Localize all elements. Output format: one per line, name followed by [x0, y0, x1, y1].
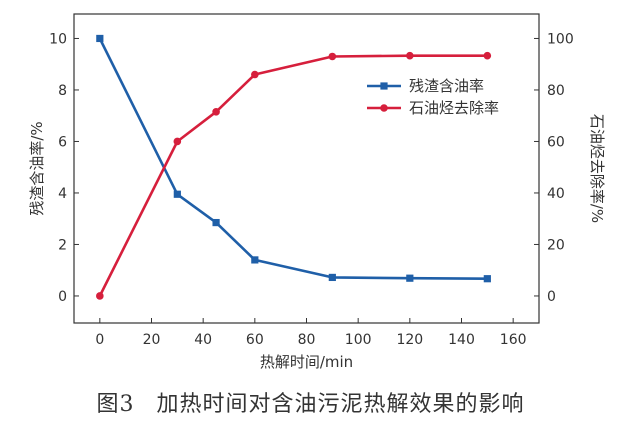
data-point-circle	[212, 108, 220, 116]
data-point-circle	[96, 292, 104, 300]
data-point-circle	[328, 52, 337, 61]
y-left-tick-label: 8	[58, 83, 67, 99]
y-left-tick-label: 2	[58, 237, 67, 253]
y-left-tick-label: 10	[49, 31, 67, 47]
y-right-tick-label: 0	[547, 289, 556, 305]
x-tick-label: 80	[298, 332, 316, 348]
y-right-tick-label: 80	[547, 83, 565, 99]
axes: 0 20 40 60 80 100 120 140 1600246810020406080100…	[28, 13, 606, 371]
figure-caption: 图3 加热时间对含油污泥热解效果的影响	[0, 386, 621, 418]
legend-item-2: 石油烃去除率	[367, 99, 499, 117]
data-point-circle	[406, 51, 414, 60]
x-tick-label: 100	[345, 332, 372, 348]
y-right-axis-title: 石油烃去除率/%	[588, 114, 606, 223]
y-left-tick-label: 6	[58, 134, 67, 150]
plot-frame	[73, 13, 540, 324]
figure-number: 图3	[96, 392, 135, 417]
data-point-square	[173, 190, 181, 198]
series-2	[96, 51, 492, 300]
data-point-square	[483, 275, 491, 283]
x-tick-label: 120	[396, 332, 423, 348]
figure-caption-text: 加热时间对含油污泥热解效果的影响	[156, 392, 525, 417]
x-axis-title: 热解时间/min	[260, 353, 353, 371]
data-point-square	[328, 273, 336, 282]
x-tick-label: 140	[448, 332, 475, 348]
series-layer	[96, 34, 492, 300]
series-line	[98, 37, 488, 280]
y-right-tick-label: 100	[547, 31, 574, 47]
x-tick-label: 0	[95, 332, 104, 348]
legend-swatch-marker	[380, 104, 388, 112]
x-tick-label: 20	[143, 332, 161, 348]
legend-label: 石油烃去除率	[409, 99, 499, 117]
y-right-tick-label: 20	[547, 237, 565, 253]
y-left-tick-label: 4	[58, 186, 67, 202]
legend-label: 残渣含油率	[409, 77, 484, 95]
data-point-circle	[483, 51, 492, 60]
x-tick-label: 60	[246, 332, 264, 348]
data-point-square	[96, 34, 104, 43]
y-right-tick-label: 60	[547, 134, 565, 150]
data-point-square	[212, 218, 220, 227]
x-tick-label: 160	[500, 332, 527, 348]
data-point-circle	[251, 70, 259, 79]
y-right-tick-label: 40	[547, 186, 565, 202]
y-left-tick-label: 0	[58, 289, 67, 305]
x-tick-label: 40	[194, 332, 212, 348]
data-point-square	[251, 256, 259, 264]
y-left-axis-title: 残渣含油率/%	[28, 121, 46, 215]
dual-axis-line-chart: 0 20 40 60 80 100 120 140 1600246810020406080100…	[28, 13, 606, 371]
data-point-square	[406, 274, 414, 282]
series-1	[96, 34, 491, 283]
data-point-circle	[173, 137, 182, 146]
legend-swatch-marker	[380, 82, 388, 90]
legend-item-1: 残渣含油率	[367, 77, 484, 95]
